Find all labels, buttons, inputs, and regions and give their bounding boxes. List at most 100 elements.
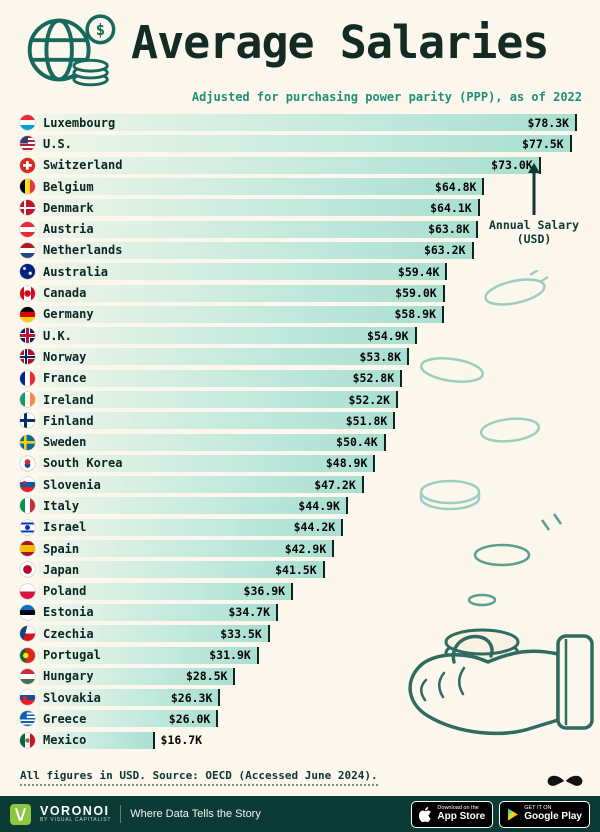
country-label: U.S. [43, 136, 72, 151]
salary-bar: $50.4K [38, 433, 386, 451]
value-label: $59.4K [397, 264, 440, 279]
value-label: $52.2K [348, 392, 391, 407]
svg-text:$: $ [96, 20, 105, 39]
chart-row: $26.3K Slovakia [20, 687, 584, 708]
globe-coins-icon: $ [27, 14, 116, 87]
value-label: $31.9K [209, 648, 251, 663]
chart-row: $34.7K Estonia [20, 602, 584, 623]
bar-track: $58.9K Germany [38, 305, 584, 323]
value-label: $73.0K [491, 158, 533, 173]
sweden-flag-icon [20, 434, 35, 450]
bar-track: $77.5K U.S. [38, 135, 584, 153]
country-label: Australia [43, 264, 109, 279]
chart-row: $63.2K Netherlands [20, 240, 584, 261]
country-label: Slovenia [43, 477, 101, 492]
value-label: $78.3K [527, 115, 570, 130]
bar-track: $44.2K Israel [38, 518, 584, 536]
annotation-label: Annual Salary (USD) [488, 218, 579, 247]
salary-bar: $36.9K [38, 582, 294, 600]
country-label: Norway [43, 349, 87, 364]
salary-bar: $28.5K [38, 667, 236, 685]
value-label: $44.2K [293, 520, 336, 535]
chart-row: $64.8K Belgium [20, 176, 584, 197]
chart-row: $73.0K Switzerland [20, 155, 584, 176]
bar-track: $33.5K Czechia [38, 625, 584, 643]
country-label: Ireland [43, 392, 94, 407]
spain-flag-icon [20, 541, 35, 557]
appstore-bottom-label: App Store [437, 810, 486, 822]
switzerland-flag-icon [20, 157, 35, 173]
value-label: $42.9K [284, 541, 327, 556]
finland-flag-icon [20, 413, 35, 429]
country-label: Luxembourg [43, 115, 116, 130]
austria-flag-icon [20, 221, 35, 237]
australia-flag-icon [20, 264, 35, 280]
googleplay-bottom-label: Google Play [524, 810, 582, 822]
bar-track: $36.9K Poland [38, 582, 584, 600]
italy-flag-icon [20, 498, 35, 514]
salary-bar: $78.3K [38, 114, 578, 132]
value-label: $41.5K [275, 562, 317, 577]
bar-track: $63.8K Austria [38, 220, 584, 238]
googleplay-top-label: GET IT ON [524, 804, 552, 811]
salary-bar: $77.5K [38, 135, 572, 153]
chart-row: $47.2K Slovenia [20, 474, 584, 495]
page-subtitle: Adjusted for purchasing power parity (PP… [191, 90, 582, 104]
bar-track: $26.0K Greece [38, 710, 584, 728]
chart-row: $58.9K Germany [20, 304, 584, 325]
visual-capitalist-brand-mark [547, 775, 583, 786]
salary-bar: $52.2K [38, 391, 399, 408]
value-label: $52.8K [352, 371, 395, 386]
country-label: Hungary [43, 669, 94, 684]
page-title: Average Salaries [131, 16, 549, 69]
app-store-badge[interactable]: Download on the App Store [411, 800, 494, 828]
bar-track: $52.2K Ireland [38, 391, 584, 408]
chart-row: $77.5K U.S. [20, 133, 584, 154]
voronoi-logo-icon[interactable] [10, 803, 31, 825]
chart-row: $42.9K Spain [20, 538, 584, 559]
czechia-flag-icon [20, 626, 35, 642]
country-label: Mexico [43, 733, 87, 748]
netherlands-flag-icon [20, 242, 35, 258]
salary-bar: $42.9K [38, 540, 335, 558]
value-label: $28.5K [185, 669, 228, 684]
apple-icon [419, 806, 432, 822]
brand-text: VORONOI BY VISUAL CAPITALIST [40, 804, 111, 823]
chart-row: $33.5K Czechia [20, 623, 584, 644]
chart-row: $36.9K Poland [20, 581, 584, 602]
chart-row: $52.8K France [20, 368, 584, 389]
value-label: $51.8K [345, 413, 388, 428]
country-label: Japan [43, 562, 80, 577]
value-label: $26.3K [170, 690, 213, 705]
ireland-flag-icon [20, 392, 35, 407]
canada-flag-icon [20, 285, 35, 301]
chart-row: $48.9K South Korea [20, 453, 584, 474]
value-label: $54.9K [367, 328, 409, 343]
japan-flag-icon [20, 562, 35, 578]
google-play-badge[interactable]: GET IT ON Google Play [499, 800, 590, 828]
salary-bar: $73.0K [38, 156, 541, 174]
chart-row: $53.8K Norway [20, 346, 584, 367]
salary-bar: $54.9K [38, 327, 417, 345]
uk-flag-icon [20, 328, 35, 344]
value-label: $53.8K [359, 349, 402, 364]
belgium-flag-icon [20, 179, 35, 195]
chart-row: $28.5K Hungary [20, 666, 584, 687]
bar-track: $47.2K Slovenia [38, 476, 584, 494]
salary-bar: $59.0K [38, 284, 445, 302]
chart-row: $64.1K Denmark [20, 197, 584, 218]
up-arrow-icon [528, 163, 540, 215]
bar-track: $53.8K Norway [38, 348, 584, 366]
value-label: $50.4K [336, 435, 378, 450]
chart-row: $51.8K Finland [20, 410, 584, 431]
chart-row: $50.4K Sweden [20, 431, 584, 452]
chart-row: $16.7K Mexico [20, 730, 584, 751]
salary-bar: $64.8K [38, 178, 485, 196]
bar-track: $54.9K U.K. [38, 327, 584, 345]
footer-tagline: Where Data Tells the Story [130, 808, 261, 820]
value-label: $16.7K [160, 733, 203, 748]
country-label: Austria [43, 222, 94, 237]
salary-bar: $47.2K [38, 476, 364, 494]
country-label: Switzerland [43, 158, 123, 173]
bar-track: $44.9K Italy [38, 497, 584, 515]
